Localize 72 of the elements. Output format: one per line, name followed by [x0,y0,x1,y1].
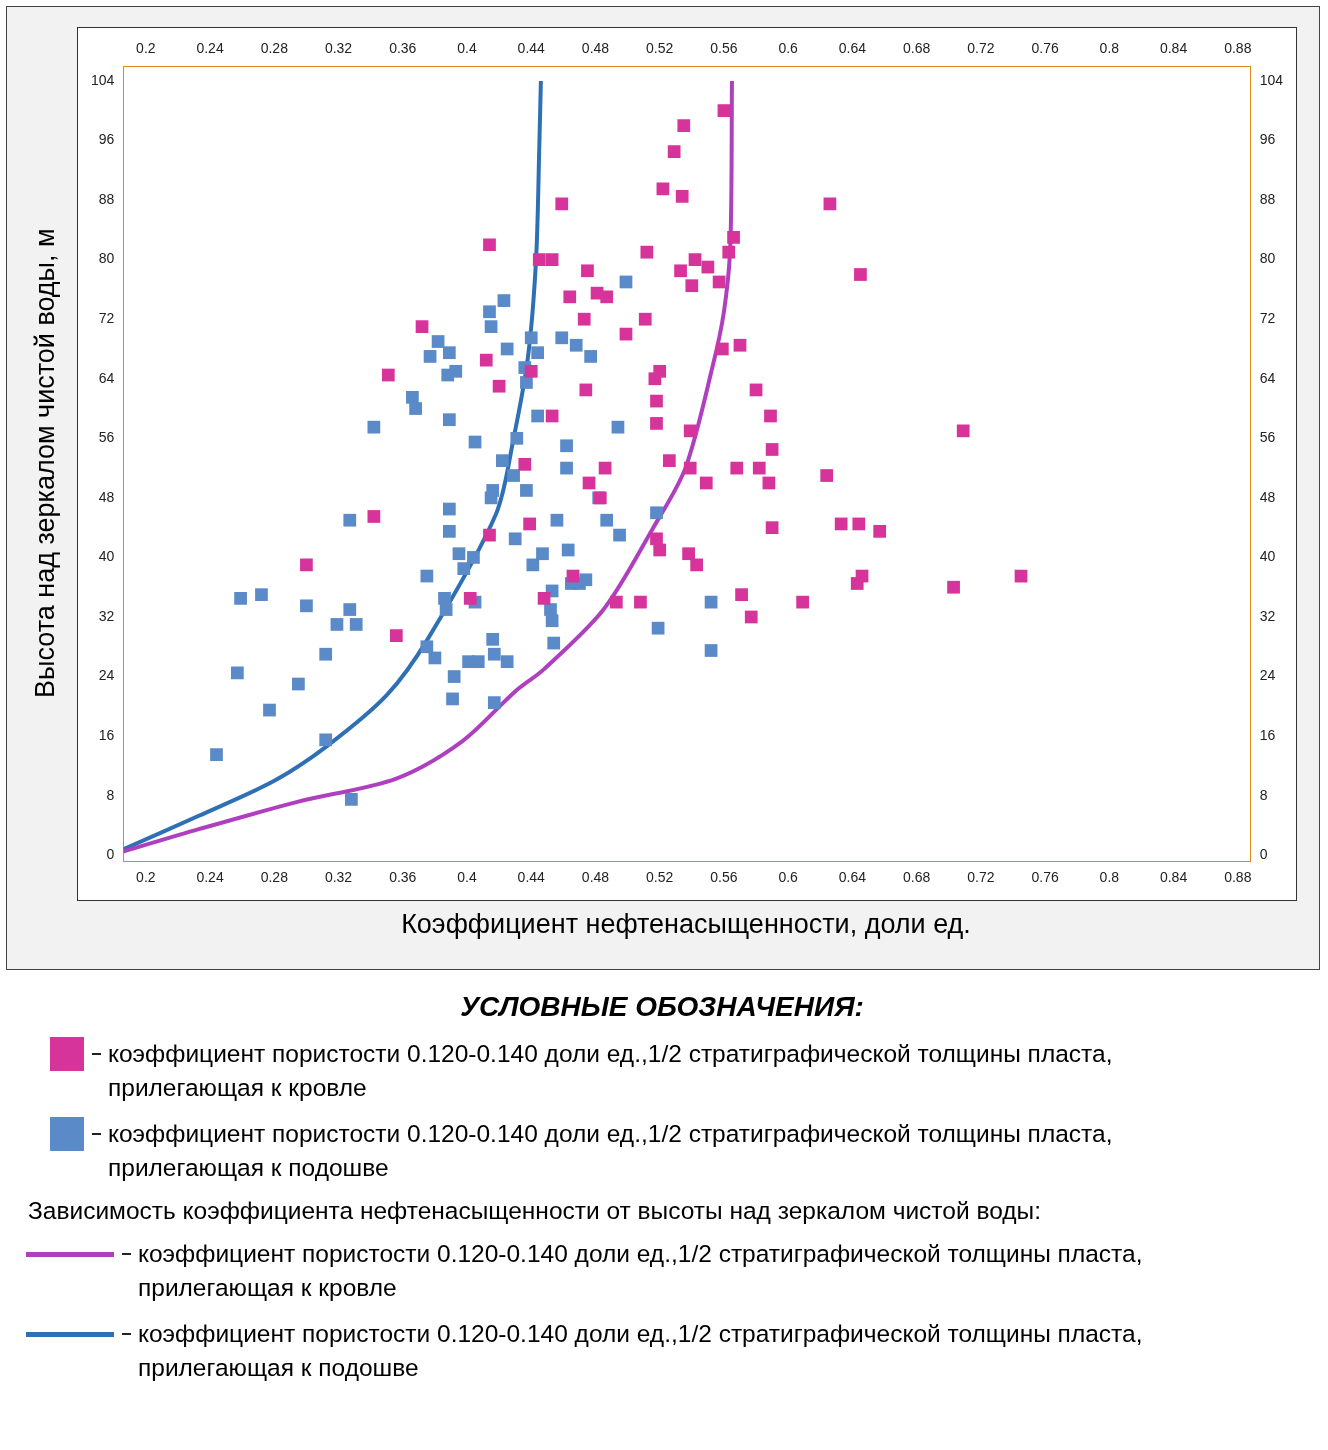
x2-tick-label: 0.84 [1159,869,1188,886]
y-tick-label: 24 [98,667,115,684]
legend-label: коэффициент пористости 0.120-0.140 доли ед.,1/2 стратиграфической толщины пласта, прилегающая к подошве [108,1119,1114,1183]
x2-tick-label: 0.6 [778,869,799,886]
y2-tick-label: 64 [1259,369,1276,386]
x2-tick-label: 0.8 [1099,869,1120,886]
y2-tick-label: 56 [1259,429,1276,446]
x2-tick-label: 0.24 [196,869,224,886]
y2-tick-label: 88 [1259,190,1276,207]
y-tick-label: 80 [98,250,115,267]
y2-tick-label: 0 [1259,846,1268,863]
y-tick-label: 72 [98,310,115,327]
x2-tick-label: 0.76 [1031,869,1059,886]
text: Зависимость коэффициента нефтенасыщенности от высоты над зеркалом чистой воды: [28,1197,1042,1225]
x2-tick-label: 0.44 [517,869,546,886]
x2-tick-label: 0.56 [710,869,738,886]
x2-tick-label: 0.2 [136,869,156,886]
y2-tick-label: 8 [1259,786,1268,803]
x-tick-label: 0.48 [581,40,610,57]
y-tick-label: 64 [98,369,115,386]
x2-tick-label: 0.4 [457,869,477,886]
x-tick-label: 0.68 [903,40,931,57]
y2-tick-label: 72 [1259,310,1276,327]
x2-tick-label: 0.36 [389,869,417,886]
x-tick-label: 0.84 [1159,40,1188,57]
y-tick-label: 40 [98,548,115,565]
x-tick-label: 0.24 [196,40,224,57]
legend-label: коэффициент пористости 0.120-0.140 доли ед.,1/2 стратиграфической толщины пласта, прилегающая к кровле [108,1039,1114,1103]
x2-tick-label: 0.64 [838,869,867,886]
x-tick-label: 0.44 [517,40,546,57]
y2-tick-label: 48 [1259,488,1276,505]
y2-tick-label: 24 [1259,667,1276,684]
x-tick-label: 0.28 [260,40,289,57]
y-tick-label: 104 [91,71,115,88]
y-tick-label: 48 [98,488,115,505]
x-tick-label: 0.36 [389,40,417,57]
x-tick-label: 0.52 [646,40,674,57]
x2-tick-label: 0.52 [646,869,674,886]
x-tick-label: 0.4 [457,40,477,57]
x-axis-title: Коэффициент нефтенасыщенности, доли ед. [400,909,972,940]
x2-tick-label: 0.32 [324,869,353,886]
y-tick-label: 88 [98,190,115,207]
y-tick-label: 96 [98,131,115,148]
x2-tick-label: 0.72 [967,869,995,886]
x-tick-label: 0.88 [1224,40,1252,57]
legend-label: коэффициент пористости 0.120-0.140 доли ед.,1/2 стратиграфической толщины пласта, прилегающая к подошве [138,1319,1144,1383]
x-tick-label: 0.6 [778,40,799,57]
x-tick-label: 0.64 [838,40,867,57]
x2-tick-label: 0.48 [581,869,610,886]
x-tick-label: 0.2 [136,40,156,57]
x-tick-label: 0.76 [1031,40,1059,57]
y2-tick-label: 16 [1259,726,1276,743]
y-tick-label: 0 [106,846,115,863]
legend-title: УСЛОВНЫЕ ОБОЗНАЧЕНИЯ: [459,991,865,1023]
x-tick-label: 0.56 [710,40,738,57]
x-tick-label: 0.72 [967,40,995,57]
x2-tick-label: 0.28 [260,869,289,886]
y-axis-title: Высота над зеркалом чистой воды, м [29,227,61,700]
y-tick-label: 32 [98,607,115,624]
y2-tick-label: 40 [1259,548,1276,565]
y2-tick-label: 32 [1259,607,1276,624]
x-tick-label: 0.8 [1099,40,1120,57]
y-tick-label: 56 [98,429,115,446]
legend-label: коэффициент пористости 0.120-0.140 доли ед.,1/2 стратиграфической толщины пласта, прилегающая к кровле [138,1239,1144,1303]
x-tick-label: 0.32 [324,40,353,57]
x2-tick-label: 0.68 [903,869,931,886]
y-tick-label: 8 [106,786,115,803]
x2-tick-label: 0.88 [1224,869,1252,886]
y2-tick-label: 80 [1259,250,1276,267]
y-tick-label: 16 [98,726,115,743]
y2-tick-label: 96 [1259,131,1276,148]
y2-tick-label: 104 [1259,71,1284,88]
